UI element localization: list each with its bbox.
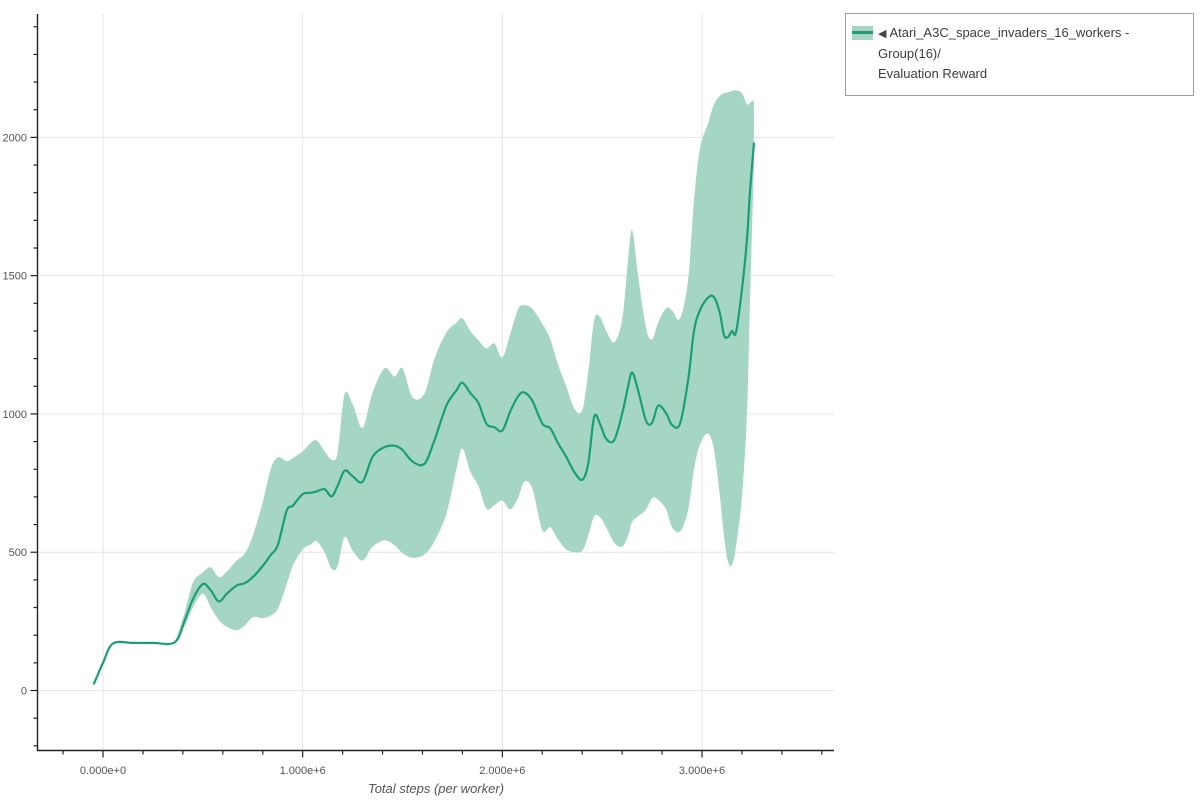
y-tick-label: 0 (21, 686, 27, 698)
confidence-band (174, 90, 754, 643)
series-line[interactable] (92, 142, 755, 685)
x-tick-label: 2.000e+6 (479, 765, 525, 777)
legend-label: ◀ Atari_A3C_space_invaders_16_workers - G… (878, 23, 1185, 84)
legend-item[interactable]: ◀ Atari_A3C_space_invaders_16_workers - G… (852, 23, 1185, 84)
x-tick-label: 3.000e+6 (679, 765, 725, 777)
collapse-left-icon[interactable]: ◀ (878, 28, 887, 40)
series-line-icon (852, 31, 873, 34)
legend: ◀ Atari_A3C_space_invaders_16_workers - G… (845, 13, 1194, 96)
x-axis-title: Total steps (per worker) (367, 781, 505, 796)
legend-series-name: Atari_A3C_space_invaders_16_workers - Gr… (878, 25, 1130, 61)
x-tick-label: 0.000e+0 (80, 765, 126, 777)
y-tick-label: 1500 (3, 271, 27, 283)
y-tick-label: 500 (9, 547, 27, 559)
y-tick-label: 2000 (3, 132, 27, 144)
y-tick-label: 1000 (3, 409, 27, 421)
legend-metric-name: Evaluation Reward (878, 66, 988, 81)
x-tick-label: 1.000e+6 (280, 765, 326, 777)
series-swatch-icon (852, 26, 873, 40)
